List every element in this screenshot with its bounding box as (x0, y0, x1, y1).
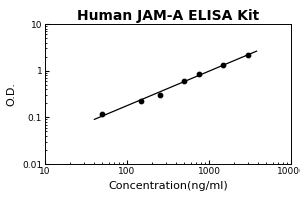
Y-axis label: O.D.: O.D. (7, 82, 16, 106)
X-axis label: Concentration(ng/ml): Concentration(ng/ml) (108, 181, 228, 191)
Point (139, 100, 144, 103)
Point (221, 63, 226, 66)
Point (182, 79, 187, 83)
Point (246, 53, 250, 56)
Point (100, 112, 105, 115)
Title: Human JAM-A ELISA Kit: Human JAM-A ELISA Kit (77, 9, 259, 23)
Point (157, 93, 162, 97)
Point (196, 72, 201, 76)
